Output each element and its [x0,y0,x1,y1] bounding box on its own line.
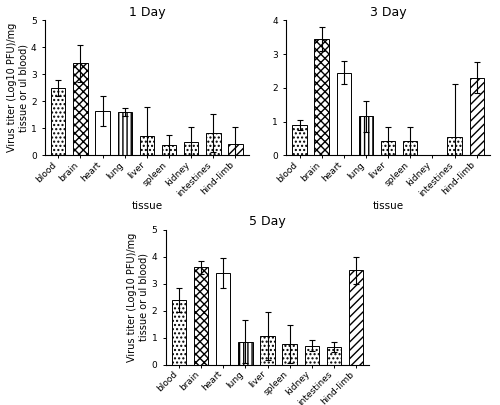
Title: 3 Day: 3 Day [370,6,406,19]
Bar [140,136,154,155]
Bar [194,267,208,364]
Bar [172,300,186,364]
Y-axis label: Virus titer (Log10 PFU)/mg
tissue or ul blood): Virus titer (Log10 PFU)/mg tissue or ul … [127,232,148,362]
Bar [260,336,274,364]
Bar [96,111,110,155]
Bar [184,142,198,155]
X-axis label: tissue: tissue [372,201,404,211]
Bar [381,141,396,155]
Y-axis label: Virus titer (Log10 PFU)/mg
tissue or ul blood): Virus titer (Log10 PFU)/mg tissue or ul … [6,23,28,152]
Title: 1 Day: 1 Day [128,6,165,19]
Bar [336,72,351,155]
Bar [238,341,252,364]
Bar [162,145,176,155]
Bar [216,273,230,364]
Bar [282,344,297,364]
Bar [228,145,242,155]
Bar [349,270,364,364]
Title: 5 Day: 5 Day [249,215,286,228]
Bar [470,78,484,155]
Bar [206,133,220,155]
X-axis label: tissue: tissue [132,201,162,211]
Bar [304,345,319,364]
Bar [327,347,341,364]
Bar [73,64,88,155]
Bar [51,88,66,155]
Bar [359,117,373,155]
Bar [118,112,132,155]
Bar [292,125,306,155]
Bar [448,137,462,155]
Bar [314,39,329,155]
Bar [403,141,417,155]
